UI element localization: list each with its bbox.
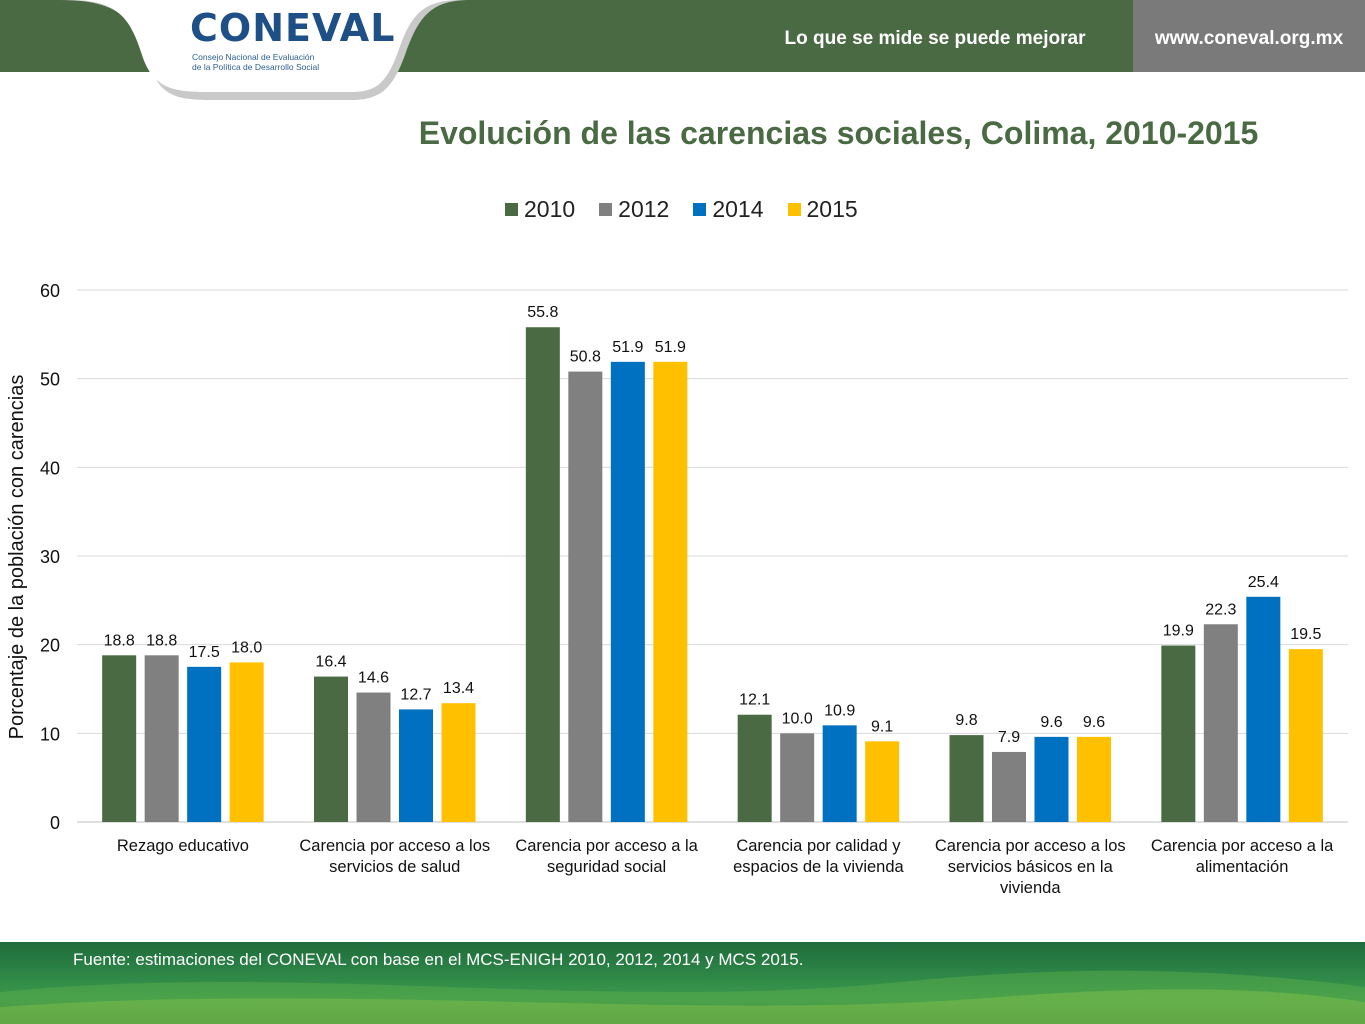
data-label-2014-cat5: 25.4 (1248, 574, 1279, 591)
x-category-label-4-line2: vivienda (1000, 879, 1061, 897)
data-labels: 18.8 18.8 17.5 18.0 16.4 14.6 12.7 13.4 55.8 50.8… (104, 304, 1322, 746)
x-category-label-4-line1: servicios básicos en la (948, 858, 1114, 876)
chart-grid (77, 289, 1348, 823)
bar-2014-cat4[interactable] (1034, 736, 1069, 822)
x-category-label-2-line1: seguridad social (547, 858, 666, 876)
data-label-2015-cat0: 18.0 (231, 639, 262, 656)
x-category-label-0-line0: Rezago educativo (117, 837, 249, 855)
legend-swatch-2010 (505, 202, 518, 216)
bar-2010-cat1[interactable] (314, 676, 348, 822)
x-category-label-3-line0: Carencia por calidad y (736, 837, 901, 855)
data-label-2012-cat0: 18.8 (146, 632, 177, 649)
y-tick-label-60: 60 (40, 281, 60, 301)
y-tick-label-10: 10 (40, 724, 60, 744)
source-note: Fuente: estimaciones del CONEVAL con bas… (73, 950, 804, 969)
tagline: Lo que se mide se puede mejorar (784, 28, 1086, 49)
data-label-2010-cat5: 19.9 (1163, 623, 1194, 640)
footer-wave (0, 970, 1365, 1024)
x-category-label-5-line1: alimentación (1196, 858, 1289, 876)
bar-2015-cat1[interactable] (441, 703, 476, 822)
data-label-2015-cat2: 51.9 (655, 339, 686, 356)
x-category-label-2-line0: Carencia por acceso a la (515, 837, 698, 855)
header-url-panel (1133, 0, 1365, 72)
data-label-2012-cat3: 10.0 (782, 710, 813, 727)
chart-legend: 2010 2012 2014 2015 (505, 194, 882, 224)
legend-label-2014: 2014 (712, 195, 764, 222)
bar-2014-cat3[interactable] (822, 725, 857, 822)
bar-2015-cat0[interactable] (229, 662, 264, 822)
logo-subtitle-line2: de la Política de Desarrollo Social (192, 62, 320, 72)
y-tick-label-0: 0 (50, 813, 60, 833)
x-category-label-1-line0: Carencia por acceso a los (299, 837, 490, 855)
bar-2012-cat5[interactable] (1203, 624, 1238, 822)
bar-2012-cat0[interactable] (144, 655, 179, 822)
bar-2015-cat4[interactable] (1077, 736, 1111, 822)
bar-2012-cat4[interactable] (992, 751, 1026, 822)
y-tick-label-40: 40 (40, 458, 60, 478)
y-axis-ticks: 0 10 20 30 40 50 60 (40, 281, 60, 833)
bar-2015-cat3[interactable] (865, 741, 900, 822)
chart-title: Evolución de las carencias sociales, Col… (418, 115, 1259, 151)
x-category-label-4-line0: Carencia por acceso a los (935, 837, 1126, 855)
logo[interactable]: CONEVAL (190, 6, 396, 50)
legend-swatch-2015 (787, 202, 801, 216)
bar-2010-cat5[interactable] (1161, 645, 1196, 822)
chart-bars (102, 327, 1323, 822)
data-label-2012-cat5: 22.3 (1205, 601, 1236, 618)
data-label-2012-cat1: 14.6 (358, 670, 389, 687)
y-axis-label: Porcentaje de la población con carencias (6, 375, 28, 740)
data-label-2015-cat1: 13.4 (443, 680, 474, 697)
data-label-2014-cat4: 9.6 (1040, 714, 1062, 731)
bar-chart: 0 10 20 30 40 50 60 18.8 18.8 17.5 18.0 16.4 14.6 12… (6, 281, 1348, 897)
legend-item-2010: 2010 (505, 196, 575, 223)
bar-2010-cat2[interactable] (525, 327, 560, 822)
y-tick-label-30: 30 (40, 547, 60, 567)
data-label-2015-cat3: 9.1 (871, 718, 893, 735)
x-category-label-1-line1: servicios de salud (329, 858, 460, 876)
bar-2012-cat3[interactable] (780, 733, 815, 822)
bar-2014-cat0[interactable] (187, 666, 222, 822)
bar-2014-cat2[interactable] (610, 361, 645, 822)
site-url[interactable]: www.coneval.org.mx (1154, 28, 1344, 49)
bar-2012-cat2[interactable] (568, 371, 603, 822)
logo-subtitle: Consejo Nacional de Evaluación de la Pol… (192, 52, 362, 72)
bar-2014-cat5[interactable] (1246, 596, 1281, 822)
data-label-2010-cat3: 12.1 (739, 692, 770, 709)
logo-subtitle-line1: Consejo Nacional de Evaluación (192, 52, 315, 62)
legend-item-2014: 2014 (693, 195, 764, 223)
legend-swatch-2012 (599, 202, 613, 216)
x-axis-categories: Rezago educativo Carencia por acceso a lo… (117, 837, 1334, 897)
bar-2015-cat2[interactable] (653, 361, 688, 822)
bar-2010-cat0[interactable] (102, 655, 137, 822)
x-category-label-3-line1: espacios de la vivienda (733, 858, 904, 876)
legend-item-2012: 2012 (599, 196, 669, 223)
bar-2010-cat4[interactable] (949, 735, 984, 822)
data-label-2010-cat2: 55.8 (527, 304, 558, 321)
legend-label-2012: 2012 (618, 195, 670, 222)
data-label-2014-cat3: 10.9 (824, 702, 855, 719)
bar-2014-cat1[interactable] (399, 709, 433, 822)
bar-2010-cat3[interactable] (737, 714, 772, 822)
y-tick-label-20: 20 (40, 636, 60, 656)
logo-tab (60, 0, 470, 100)
data-label-2015-cat4: 9.6 (1083, 714, 1105, 731)
y-tick-label-50: 50 (40, 370, 60, 390)
legend-label-2015: 2015 (806, 195, 858, 222)
bar-2015-cat5[interactable] (1288, 649, 1323, 822)
legend-swatch-2014 (693, 202, 707, 216)
data-label-2010-cat4: 9.8 (955, 712, 977, 729)
data-label-2014-cat0: 17.5 (189, 644, 220, 661)
data-label-2014-cat2: 51.9 (612, 339, 643, 356)
legend-label-2010: 2010 (524, 195, 576, 222)
data-label-2012-cat2: 50.8 (570, 349, 601, 366)
data-label-2010-cat0: 18.8 (104, 632, 135, 649)
legend-item-2015: 2015 (787, 195, 858, 223)
data-label-2014-cat1: 12.7 (400, 686, 431, 703)
data-label-2012-cat4: 7.9 (998, 729, 1020, 746)
x-category-label-5-line0: Carencia por acceso a la (1151, 837, 1334, 855)
data-label-2010-cat1: 16.4 (315, 654, 346, 671)
data-label-2015-cat5: 19.5 (1290, 626, 1321, 643)
bar-2012-cat1[interactable] (356, 692, 391, 822)
footer-band (0, 942, 1365, 1024)
